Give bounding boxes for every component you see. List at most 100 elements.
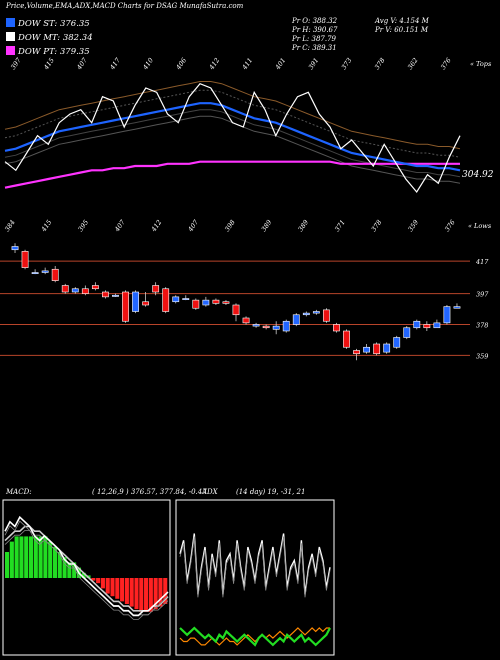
candle-body — [71, 288, 79, 293]
macd-histogram-bar — [158, 578, 163, 607]
top-tick-label: 373 — [340, 56, 354, 71]
adx-label: ADX — [201, 488, 219, 496]
low-tick-label: 415 — [39, 218, 53, 234]
candle-body — [41, 270, 49, 273]
legend-item-dow-pt: DOW PT: 379.35 — [6, 46, 90, 57]
candle-body — [242, 317, 250, 324]
top-tick-label: 378 — [373, 56, 387, 71]
low-tick-label: 407 — [113, 218, 128, 234]
macd-histogram-bar — [14, 536, 19, 578]
legend-item-dow-st: DOW ST: 376.35 — [6, 18, 90, 29]
top-tick-label: 397 — [9, 56, 23, 71]
macd-signal-line — [4, 525, 169, 612]
legend-label: DOW ST: 376.35 — [18, 19, 90, 29]
macd-histogram-bar — [129, 578, 134, 607]
low-tick-label: 371 — [333, 218, 347, 233]
stat-open: Pr O: 388.32 — [292, 17, 338, 25]
macd-histogram-bar — [43, 536, 48, 578]
macd-histogram-bar — [38, 536, 43, 578]
candle-body — [142, 301, 150, 306]
macd-histogram-bar — [163, 578, 168, 604]
plus-di-line — [179, 626, 331, 647]
top-tick-label: 362 — [406, 56, 420, 71]
candle-body — [322, 309, 330, 322]
candle-body — [31, 272, 39, 275]
macd-histogram-bar — [134, 578, 139, 610]
top-tick-label: 417 — [108, 56, 123, 72]
low-tick-label: 412 — [149, 218, 163, 234]
candle-body — [423, 324, 431, 329]
candle-body — [252, 324, 260, 327]
candle-body — [312, 311, 320, 314]
top-tick-label: 412 — [207, 56, 221, 72]
candle-body — [272, 325, 280, 330]
macd-histogram-bar — [72, 562, 77, 578]
candle-body — [333, 324, 340, 332]
low-tick-label: 389 — [260, 218, 274, 233]
chart-title: Price,Volume,EMA,ADX,MACD Charts for DSA… — [6, 2, 244, 10]
macd-histogram-bar — [124, 578, 129, 604]
candle-body — [162, 288, 170, 312]
candle-body — [212, 299, 220, 304]
candle-body — [102, 291, 109, 298]
candle-body — [122, 291, 129, 322]
macd-histogram-bar — [105, 578, 110, 594]
top-tick-label: 411 — [240, 56, 254, 72]
macd-label: MACD: — [5, 488, 32, 496]
price-level-label: 359 — [476, 352, 488, 360]
candle-body — [413, 320, 421, 329]
candle-body — [192, 299, 200, 309]
minus-di-line — [179, 627, 330, 646]
dow-pt-ema-line — [4, 160, 460, 189]
stat-high: Pr H: 390.67 — [292, 26, 338, 34]
adx-line-shadow — [179, 536, 331, 598]
candle-body — [61, 285, 69, 293]
candle-body — [363, 346, 370, 353]
top-tick-label: 407 — [75, 56, 90, 72]
low-tick-label: 398 — [223, 218, 237, 233]
macd-histogram-bar — [96, 578, 101, 584]
stat-close: Pr C: 389.31 — [292, 44, 337, 52]
legend-label: DOW MT: 382.34 — [18, 33, 93, 43]
low-tick-label: 407 — [186, 218, 201, 234]
macd-histogram-bar — [153, 578, 158, 610]
legend-label: DOW PT: 379.35 — [18, 47, 90, 57]
adx-params: (14 day) 19, -31, 21 — [236, 488, 305, 496]
candle-body — [403, 327, 411, 338]
macd-histogram-bar — [28, 536, 34, 578]
legend-swatch — [6, 18, 15, 27]
candle-body — [152, 285, 160, 293]
candle-body — [182, 298, 190, 301]
price-level-label: 417 — [475, 258, 489, 266]
candle-body — [443, 306, 451, 324]
ema-band-line — [4, 109, 461, 178]
macd-histogram-bar — [62, 557, 67, 578]
macd-histogram-bar — [144, 578, 149, 612]
top-tick-label: 415 — [42, 56, 56, 72]
stat-avg-volume: Avg V: 4.154 M — [375, 17, 429, 25]
candle-body — [172, 296, 180, 303]
candle-body — [81, 288, 89, 294]
macd-histogram-bar — [91, 578, 96, 581]
candle-body — [11, 246, 19, 251]
price-line — [4, 82, 461, 194]
price-level-label: 397 — [476, 291, 489, 299]
macd-line-shadow — [4, 520, 169, 620]
candle-body — [262, 325, 270, 329]
candle-body — [232, 304, 240, 316]
macd-histogram-bar — [48, 541, 53, 578]
candle-body — [112, 294, 119, 297]
macd-histogram-bar — [115, 578, 120, 599]
dow-st-ema-line — [4, 102, 461, 172]
legend-swatch — [6, 46, 15, 55]
candle-body — [292, 314, 300, 325]
macd-histogram-bar — [67, 562, 72, 578]
candle-body — [51, 268, 59, 281]
macd-histogram-bar — [52, 546, 58, 578]
low-tick-label: 384 — [3, 218, 17, 233]
lows-axis-label: « Lows — [468, 222, 492, 230]
macd-line — [4, 515, 169, 617]
legend-item-dow-mt: DOW MT: 382.34 — [6, 32, 93, 43]
low-tick-label: 378 — [370, 218, 384, 233]
